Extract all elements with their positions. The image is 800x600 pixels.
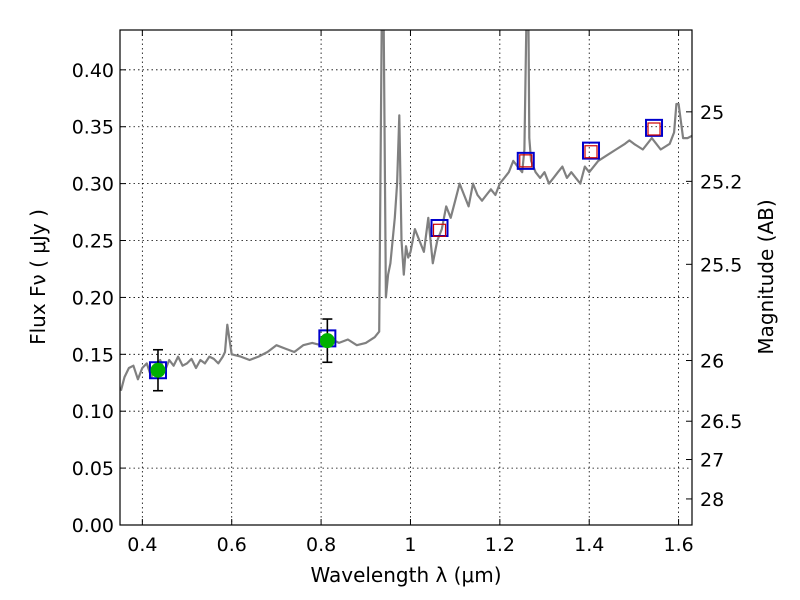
model-flux-box bbox=[645, 118, 664, 137]
model-flux-box bbox=[516, 151, 535, 170]
y-tick-label: 0.00 bbox=[72, 515, 114, 537]
ticks: 0.4 0.6 0.8 1 1.2 1.4 1.6 0.00 0.05 0.10 0.15 0.20 0… bbox=[72, 30, 742, 556]
x-tick-label: 0.6 bbox=[217, 534, 247, 556]
x-tick-label: 0.8 bbox=[306, 534, 336, 556]
y-tick-label: 0.40 bbox=[72, 60, 114, 82]
spectrum-line bbox=[120, 30, 692, 391]
y-tick-label: 0.25 bbox=[72, 231, 114, 253]
y-axis-label: Flux Fν ( μJy ) bbox=[26, 209, 50, 345]
grid bbox=[120, 30, 692, 526]
right-tick-label: 25.5 bbox=[700, 254, 742, 276]
y-tick-label: 0.15 bbox=[72, 344, 114, 366]
x-tick-label: 1.4 bbox=[574, 534, 604, 556]
detection-point bbox=[319, 333, 335, 349]
x-tick-label: 0.4 bbox=[127, 534, 157, 556]
y-axis-right-label: Magnitude (AB) bbox=[754, 199, 778, 354]
upper-limit-point bbox=[519, 154, 533, 168]
y-tick-label: 0.20 bbox=[72, 287, 114, 309]
plot-frame bbox=[119, 29, 693, 526]
right-tick-label: 25 bbox=[700, 102, 724, 124]
model-flux-box bbox=[582, 141, 601, 160]
series-layer bbox=[120, 30, 692, 391]
y-tick-label: 0.10 bbox=[72, 401, 114, 423]
x-tick-label: 1 bbox=[404, 534, 416, 556]
y-tick-label: 0.30 bbox=[72, 174, 114, 196]
detection-point bbox=[150, 362, 166, 378]
y-tick-label: 0.05 bbox=[72, 458, 114, 480]
points-layer bbox=[148, 118, 664, 392]
right-tick-label: 27 bbox=[700, 450, 724, 472]
right-tick-label: 26 bbox=[700, 351, 724, 373]
right-tick-label: 26.5 bbox=[700, 411, 742, 433]
upper-limit-point bbox=[432, 223, 447, 237]
right-tick-label: 25.2 bbox=[700, 171, 742, 193]
x-tick-label: 1.2 bbox=[485, 534, 515, 556]
x-axis-label: Wavelength λ (μm) bbox=[310, 563, 501, 587]
upper-limit-point bbox=[584, 145, 598, 159]
right-tick-label: 28 bbox=[700, 489, 724, 511]
y-tick-label: 0.35 bbox=[72, 117, 114, 139]
upper-limit-point bbox=[647, 122, 661, 136]
x-tick-label: 1.6 bbox=[663, 534, 693, 556]
